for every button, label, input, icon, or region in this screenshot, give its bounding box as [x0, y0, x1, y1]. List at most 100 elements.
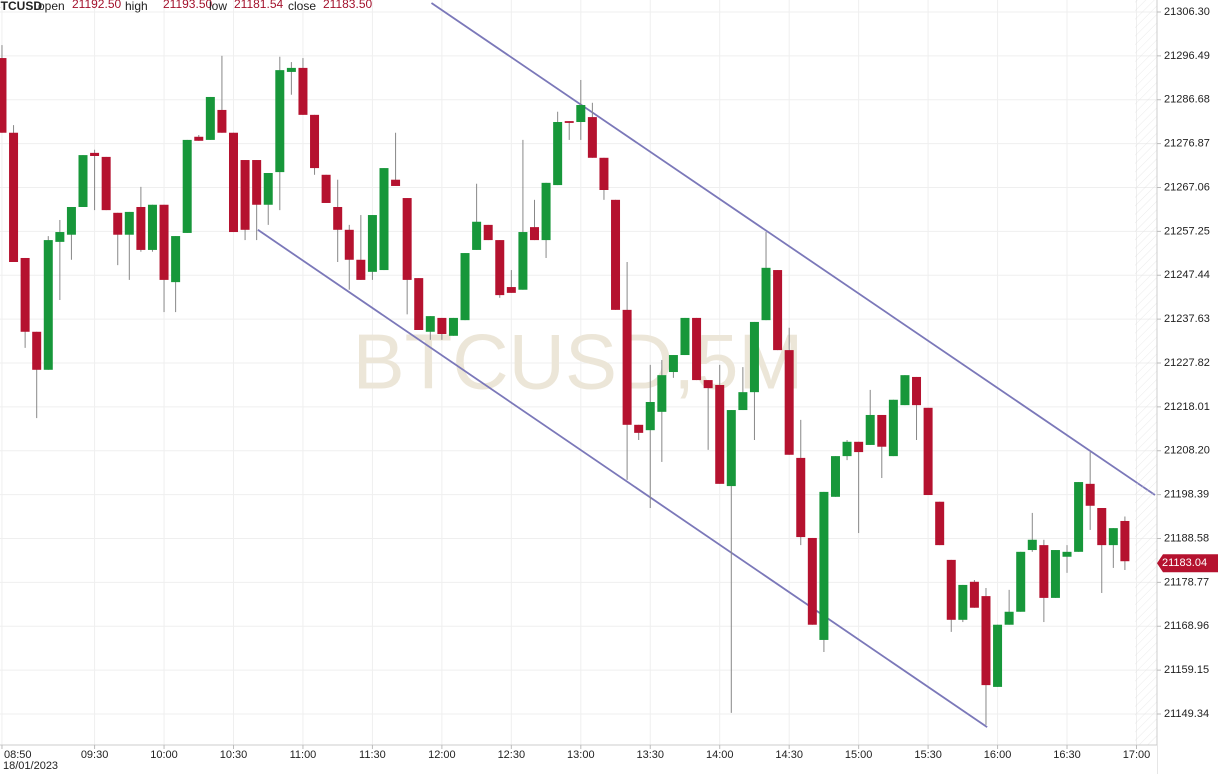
- candle-body: [738, 392, 748, 411]
- candle-body: [865, 414, 875, 445]
- x-tick-label: 14:00: [706, 749, 734, 761]
- y-tick-label: 21218.01: [1164, 401, 1210, 413]
- future-area: [1135, 0, 1157, 745]
- candle-body: [1062, 551, 1072, 557]
- candle-body: [622, 309, 632, 425]
- candles: [0, 45, 1130, 725]
- candle-body: [923, 407, 933, 496]
- candle-body: [703, 380, 713, 389]
- candle-body: [460, 253, 470, 321]
- candle-body: [680, 317, 690, 356]
- watermark: BTCUSD,5M: [353, 318, 804, 406]
- y-tick-label: 21227.82: [1164, 357, 1210, 369]
- candle-body: [611, 199, 621, 310]
- candle-body: [692, 317, 702, 381]
- x-tick-label: 15:30: [914, 749, 942, 761]
- candle-body: [888, 399, 898, 457]
- candle-body: [726, 410, 736, 487]
- candle-body: [1108, 528, 1118, 546]
- candle-body: [969, 581, 979, 608]
- y-tick-label: 21188.58: [1164, 532, 1209, 544]
- x-tick-label: 12:00: [428, 749, 456, 761]
- candle-body: [495, 240, 505, 296]
- x-tick-label: 10:30: [220, 749, 248, 761]
- candle-body: [240, 160, 250, 230]
- candle-body: [981, 596, 991, 686]
- y-tick-label: 21208.20: [1164, 445, 1210, 457]
- candle-body: [1004, 611, 1014, 625]
- last-price-tag: [1157, 554, 1218, 573]
- candle-body: [78, 155, 88, 207]
- price-axis-panel: [1157, 0, 1222, 774]
- candle-body: [20, 257, 30, 332]
- candle-body: [912, 376, 922, 406]
- candle-body: [553, 122, 563, 186]
- y-tick-label: 21257.25: [1164, 225, 1210, 237]
- x-tick-label: 11:00: [290, 749, 317, 761]
- candle-body: [1016, 551, 1026, 612]
- candle-body: [1039, 545, 1049, 598]
- grid: [0, 0, 1157, 745]
- candle-body: [1120, 520, 1130, 562]
- x-tick-label: 08:50: [4, 749, 32, 761]
- trend-line: [430, 2, 1156, 496]
- candle-body: [263, 172, 273, 205]
- candle-body: [32, 331, 42, 370]
- candle-body: [958, 584, 968, 620]
- candle-body: [564, 121, 574, 123]
- candle-body: [9, 132, 19, 263]
- candle-body: [437, 317, 447, 335]
- y-tick-label: 21247.44: [1164, 269, 1210, 281]
- trend-lines: [257, 2, 1156, 728]
- x-tick-label: 11:30: [359, 749, 386, 761]
- candle-body: [356, 259, 366, 280]
- candle-body: [194, 136, 204, 141]
- candle-body: [1074, 482, 1084, 552]
- candle-body: [749, 321, 759, 393]
- candle-body: [587, 117, 597, 158]
- y-tick-label: 21168.96: [1164, 620, 1209, 632]
- candle-body: [645, 401, 655, 431]
- x-tick-label: 16:30: [1053, 749, 1081, 761]
- x-tick-label: 15:00: [845, 749, 873, 761]
- candle-body: [1097, 507, 1107, 546]
- y-tick-label: 21178.77: [1164, 576, 1209, 588]
- x-tick-label: 10:00: [150, 749, 178, 761]
- candle-body: [43, 240, 53, 370]
- candle-body: [842, 441, 852, 457]
- candle-body: [761, 267, 771, 321]
- candle-body: [66, 206, 76, 235]
- candle-body: [90, 152, 100, 157]
- header-value: 21181.54: [234, 0, 283, 11]
- y-tick-label: 21286.68: [1164, 94, 1210, 106]
- candle-body: [576, 105, 586, 123]
- header-label: open: [38, 0, 65, 13]
- candle-body: [55, 232, 65, 242]
- y-tick-label: 21159.15: [1164, 664, 1209, 676]
- x-tick-label: 14:30: [775, 749, 803, 761]
- y-tick-label: 21306.30: [1164, 6, 1210, 18]
- candle-body: [935, 501, 945, 546]
- candle-body: [541, 182, 551, 241]
- x-tick-label: 09:30: [81, 749, 109, 761]
- trend-line: [257, 229, 988, 728]
- last-price-label: 21183.04: [1162, 557, 1207, 569]
- candle-body: [147, 204, 157, 250]
- y-tick-label: 21237.63: [1164, 313, 1210, 325]
- candle-body: [159, 204, 169, 280]
- candle-body: [217, 109, 227, 133]
- candle-body: [124, 211, 134, 235]
- candle-body: [275, 70, 285, 173]
- candle-body: [946, 559, 956, 620]
- time-axis-panel: [0, 745, 1157, 774]
- candle-body: [634, 424, 644, 433]
- candle-body: [900, 375, 910, 406]
- candle-body: [506, 287, 516, 293]
- candle-body: [854, 441, 864, 453]
- date-label: 18/01/2023: [3, 760, 58, 772]
- candle-body: [483, 224, 493, 241]
- candle-body: [877, 414, 887, 447]
- candle-body: [286, 67, 296, 72]
